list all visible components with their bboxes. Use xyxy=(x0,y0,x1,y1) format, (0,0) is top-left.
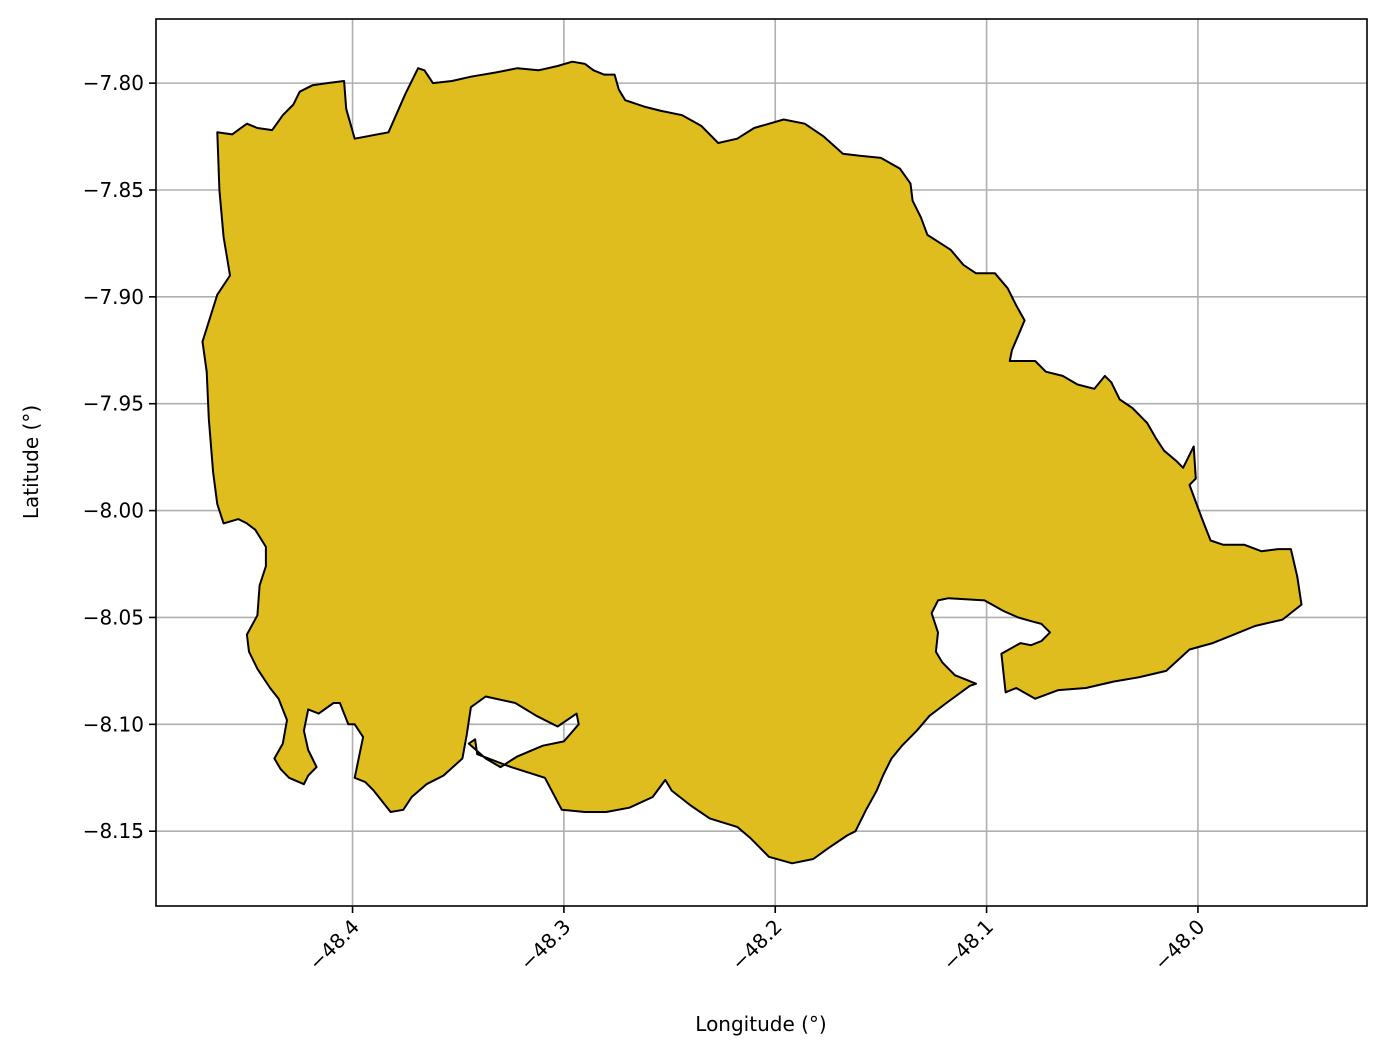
region-polygon xyxy=(201,60,1303,865)
y-tick-label: −8.15 xyxy=(83,819,144,843)
y-axis-ticks: −7.80 −7.85 −7.90 −7.95 −8.00 −8.05 −8.10 −8.15 xyxy=(83,71,156,843)
axes-frame xyxy=(155,18,1368,907)
x-axis-label: Longitude (°) xyxy=(695,1012,826,1036)
y-tick-label: −7.80 xyxy=(83,71,144,95)
y-axis-label: Latitude (°) xyxy=(19,405,43,519)
y-tick-label: −8.00 xyxy=(83,499,144,523)
y-tick-label: −8.10 xyxy=(83,712,144,736)
y-tick-label: −8.05 xyxy=(83,605,144,629)
y-tick-label: −7.85 xyxy=(83,178,144,202)
y-tick-label: −7.95 xyxy=(83,392,144,416)
y-tick-label: −7.90 xyxy=(83,285,144,309)
